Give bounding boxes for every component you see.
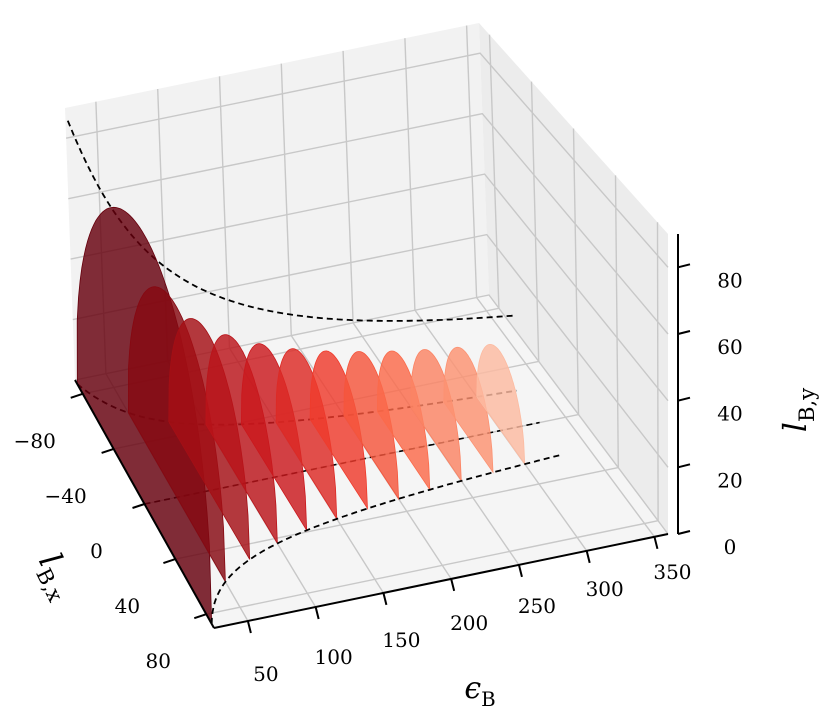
z-tick-label: 80 bbox=[717, 268, 742, 292]
y-tick-label: 40 bbox=[115, 594, 140, 618]
z-tick-mark bbox=[677, 330, 691, 335]
boundary-curves-front bbox=[210, 453, 564, 624]
x-axis-label: ϵB bbox=[464, 671, 495, 710]
y-tick-mark bbox=[101, 447, 114, 454]
x-tick-label: 50 bbox=[253, 662, 278, 686]
y-tick-label: 0 bbox=[90, 539, 103, 563]
x-tick-mark bbox=[450, 578, 456, 592]
x-tick-label: 200 bbox=[450, 611, 488, 635]
y-tick-mark bbox=[70, 392, 84, 399]
x-tick-label: 350 bbox=[653, 560, 691, 584]
curve-front-floor bbox=[210, 453, 564, 624]
x-axis-line bbox=[213, 533, 669, 629]
y-tick-mark bbox=[163, 558, 176, 565]
surface-slices bbox=[76, 206, 526, 625]
z-tick-label: 60 bbox=[717, 335, 742, 359]
grid-line-z bbox=[72, 233, 669, 468]
grid-line-z bbox=[68, 112, 669, 335]
y-axis-label: lB,x bbox=[27, 547, 85, 606]
surface-slice bbox=[476, 343, 526, 466]
y-tick-label: −40 bbox=[45, 484, 87, 508]
grid-line-z bbox=[65, 52, 669, 268]
z-tick-mark bbox=[677, 530, 691, 535]
y-tick-mark bbox=[193, 613, 207, 620]
x-tick-mark bbox=[517, 564, 523, 578]
x-tick-mark bbox=[314, 606, 320, 620]
curve-back-top bbox=[66, 120, 515, 322]
x-tick-label: 100 bbox=[315, 645, 353, 669]
x-tick-label: 250 bbox=[518, 594, 556, 618]
z-tick-mark bbox=[677, 396, 691, 402]
tick-labels: 50 100 150 200 250 300 350 −80 −40 0 40 80 0 20 40 60 80 bbox=[14, 263, 743, 686]
y-tick-label: −80 bbox=[14, 429, 56, 453]
x-tick-mark bbox=[246, 620, 252, 634]
grid-line-z bbox=[70, 173, 669, 402]
y-tick-label: 80 bbox=[146, 649, 171, 673]
x-tick-mark bbox=[382, 592, 388, 606]
x-tick-label: 300 bbox=[586, 577, 624, 601]
y-tick-mark bbox=[132, 503, 145, 509]
z-axis-label: lB,y bbox=[776, 388, 819, 432]
z-tick-label: 0 bbox=[724, 535, 737, 559]
x-tick-mark bbox=[653, 536, 659, 550]
z-tick-mark bbox=[677, 263, 691, 269]
x-tick-label: 150 bbox=[382, 628, 420, 652]
z-tick-label: 40 bbox=[717, 402, 742, 426]
z-tick-label: 20 bbox=[717, 468, 742, 492]
x-tick-mark bbox=[585, 550, 591, 564]
back-pane bbox=[65, 23, 489, 380]
z-tick-mark bbox=[677, 463, 691, 469]
